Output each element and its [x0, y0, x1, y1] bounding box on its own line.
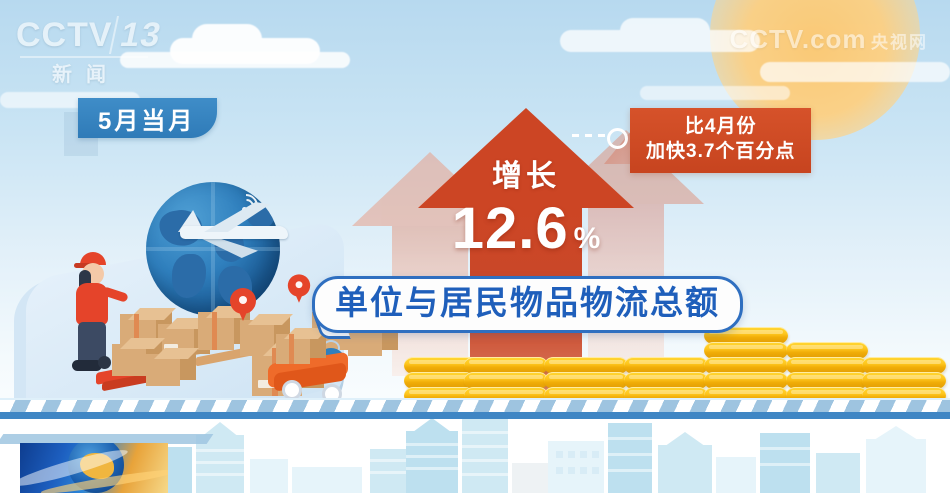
cctv-com-watermark: CCTV.com 央视网 [729, 24, 928, 55]
building [406, 419, 458, 493]
conveyor-base [0, 412, 950, 419]
airplane-icon [170, 196, 294, 262]
building [760, 433, 810, 493]
coin-stack [786, 342, 868, 404]
location-pin-icon [230, 288, 256, 322]
watermark-domain: CCTV.com [729, 24, 867, 54]
coin-stack [704, 327, 788, 404]
building [548, 441, 604, 493]
building [370, 449, 406, 493]
callout-line-1: 比4月份 [684, 116, 757, 137]
delivery-worker [66, 252, 129, 374]
pallet-jack [96, 350, 192, 392]
month-tag: 5月当月 [78, 98, 218, 138]
watermark-cn: 央视网 [871, 33, 928, 52]
title-banner: 单位与居民物品物流总额 [312, 276, 743, 333]
coin [786, 357, 868, 374]
callout-marker-icon [607, 128, 628, 149]
logo-subtitle: 新闻 [52, 64, 120, 86]
box-stack [146, 342, 199, 386]
building [866, 426, 926, 493]
logo-number: 13 [108, 16, 165, 54]
cloud [560, 18, 760, 52]
building [608, 423, 652, 493]
callout-dashed-line [572, 134, 606, 137]
building [512, 463, 548, 493]
coin [862, 372, 946, 389]
coin [704, 357, 788, 374]
logo-text: CCTV [16, 16, 113, 54]
month-tag-label: 5月当月 [98, 107, 196, 135]
coin-stack [862, 357, 946, 404]
page-title: 单位与居民物品物流总额 [335, 284, 720, 321]
cloud [120, 52, 350, 68]
coin [544, 357, 628, 374]
location-pin-icon [287, 274, 311, 303]
conveyor-belt [0, 398, 950, 416]
world-globe-icon [146, 182, 280, 316]
building [250, 459, 288, 493]
building [658, 432, 712, 493]
coin-stacks-chart [404, 288, 950, 404]
building [716, 457, 756, 493]
cloud [640, 86, 790, 100]
coin [862, 357, 946, 374]
coin [624, 372, 708, 389]
building [816, 453, 860, 493]
logo-divider [20, 56, 148, 58]
building [292, 467, 362, 493]
coin [464, 357, 548, 374]
coin [704, 372, 788, 389]
comparison-callout: 比4月份 加快3.7个百分点 [630, 108, 812, 173]
coin [464, 372, 548, 389]
cloud [760, 62, 950, 82]
coin [786, 342, 868, 359]
news-corner-graphic [20, 443, 168, 493]
coin [544, 372, 628, 389]
building [462, 419, 508, 493]
red-cap-icon [80, 252, 106, 265]
building [196, 422, 244, 493]
cctv13-logo: CCTV 13 新闻 [16, 16, 166, 86]
coin [704, 342, 788, 359]
coin [624, 357, 708, 374]
callout-line-2: 加快3.7个百分点 [646, 141, 796, 162]
coin [786, 372, 868, 389]
